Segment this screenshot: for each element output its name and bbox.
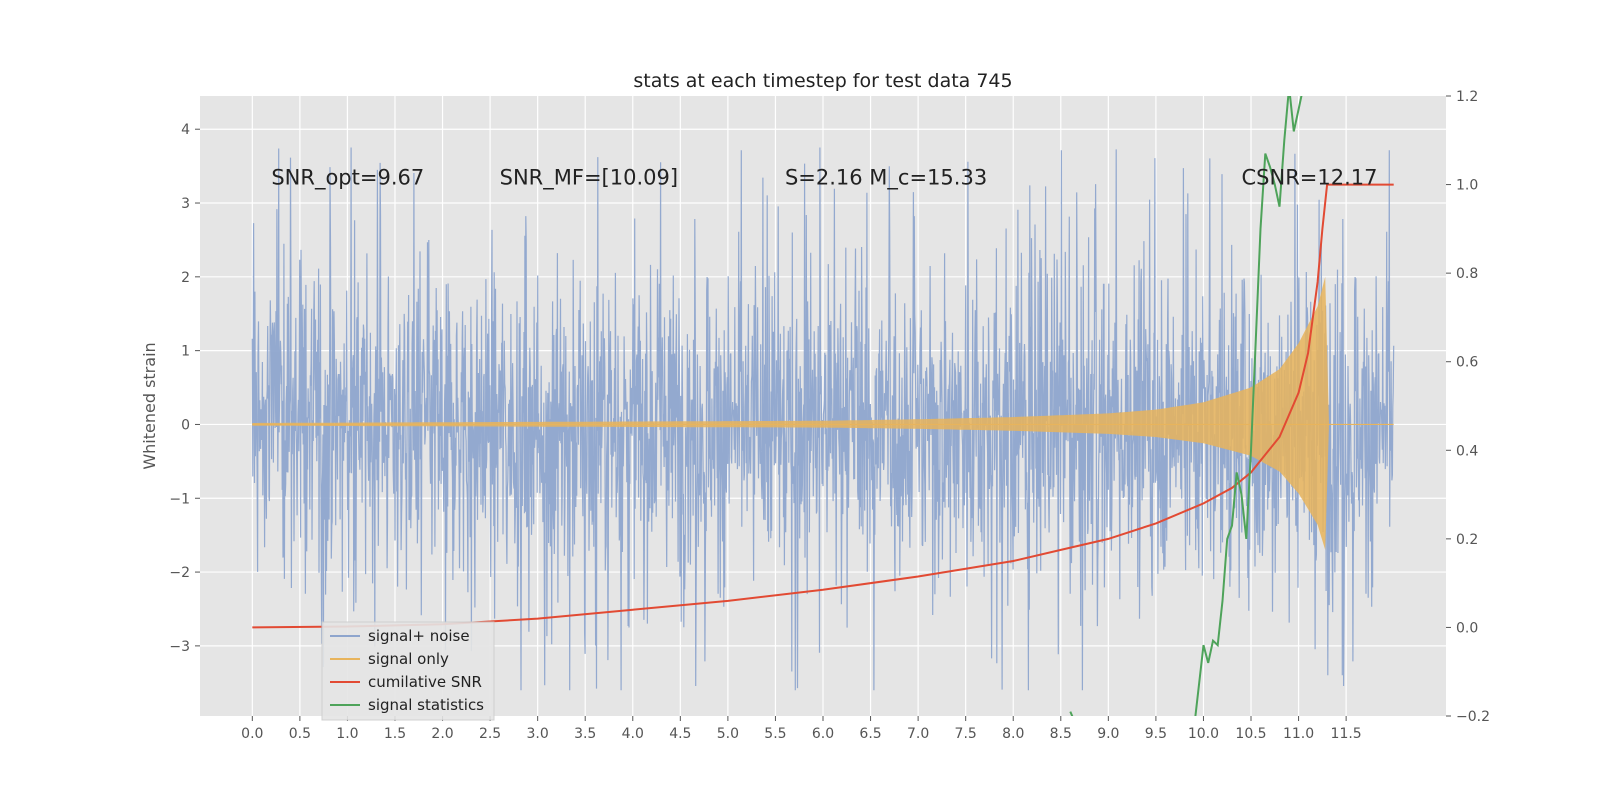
x-tick-label: 6.0 <box>812 726 834 742</box>
y-tick-label: −2 <box>169 565 190 581</box>
axes: 0.0 0.5 1.0 1.5 2.0 2.5 3.0 3.5 4.0 4.5 5.0 5.5 6.0 6… <box>169 89 1490 742</box>
x-tick-label: 11.5 <box>1331 726 1362 742</box>
x-tick-label: 4.0 <box>622 726 644 742</box>
y-tick-label: 2 <box>181 270 190 286</box>
y2-tick-label: 1.2 <box>1456 89 1478 105</box>
y-tick-label: 0 <box>181 417 190 433</box>
y-tick-label: 3 <box>181 196 190 212</box>
x-tick-label: 3.5 <box>574 726 596 742</box>
x-tick-label: 10.5 <box>1235 726 1266 742</box>
x-tick-label: 2.5 <box>479 726 501 742</box>
x-tick-label: 5.5 <box>764 726 786 742</box>
x-tick-label: 8.0 <box>1002 726 1024 742</box>
x-tick-label: 6.5 <box>859 726 881 742</box>
x-tick-label: 1.0 <box>336 726 358 742</box>
y-tick-label: −1 <box>169 491 190 507</box>
y-axis-label: Whitened strain <box>140 342 159 469</box>
series-signal-statistics-a <box>1069 711 1074 716</box>
x-tick-label: 5.0 <box>717 726 739 742</box>
x-tick-label: 8.5 <box>1050 726 1072 742</box>
y2-tick-label: 0.4 <box>1456 443 1478 459</box>
chart-title: stats at each timestep for test data 745 <box>633 70 1012 92</box>
y-tick-label: −3 <box>169 639 190 655</box>
y-tick-label: 4 <box>181 122 190 138</box>
legend-label: signal only <box>368 650 449 668</box>
legend-label: cumilative SNR <box>368 673 482 691</box>
y2-tick-label: 1.0 <box>1456 178 1478 194</box>
series-layer <box>251 96 1395 716</box>
legend-label: signal statistics <box>368 696 484 714</box>
x-tick-label: 0.0 <box>241 726 263 742</box>
legend-box <box>321 621 495 721</box>
x-tick-label: 7.0 <box>907 726 929 742</box>
x-tick-label: 9.0 <box>1097 726 1119 742</box>
y2-tick-label: 0.0 <box>1456 620 1478 636</box>
annotation: S=2.16 M_c=15.33 <box>785 166 987 191</box>
series-signal-statistics-b <box>1194 96 1303 716</box>
annotations: SNR_opt=9.67 SNR_MF=[10.09] S=2.16 M_c=15.… <box>271 166 1377 191</box>
x-tick-label: 9.5 <box>1145 726 1167 742</box>
annotation: CSNR=12.17 <box>1242 166 1378 190</box>
x-tick-label: 10.0 <box>1188 726 1219 742</box>
x-tick-label: 4.5 <box>669 726 691 742</box>
x-tick-label: 11.0 <box>1283 726 1314 742</box>
y2-tick-label: 0.8 <box>1456 266 1478 282</box>
y2-tick-label: −0.2 <box>1456 709 1490 725</box>
y2-tick-label: 0.2 <box>1456 532 1478 548</box>
x-tick-label: 3.0 <box>527 726 549 742</box>
series-cumulative-snr <box>252 183 1394 629</box>
annotation: SNR_MF=[10.09] <box>500 166 678 191</box>
legend: signal+ noise signal only cumilative SNR si… <box>321 621 495 721</box>
series-signal-only <box>252 276 1394 550</box>
x-tick-label: 0.5 <box>289 726 311 742</box>
y2-tick-label: 0.6 <box>1456 355 1478 371</box>
annotation: SNR_opt=9.67 <box>271 166 424 191</box>
x-tick-label: 2.0 <box>431 726 453 742</box>
y-tick-label: 1 <box>181 344 190 360</box>
x-tick-label: 1.5 <box>384 726 406 742</box>
legend-label: signal+ noise <box>368 627 470 645</box>
x-tick-label: 7.5 <box>955 726 977 742</box>
series-signal-noise <box>251 147 1395 691</box>
